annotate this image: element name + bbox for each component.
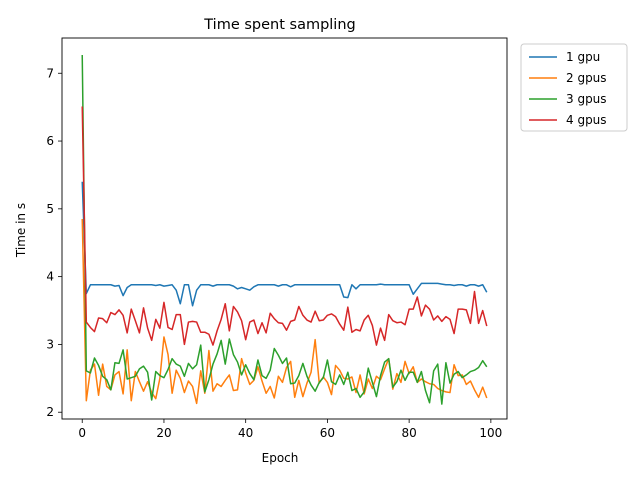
x-tick-label: 100 (479, 426, 502, 440)
plot-frame (61, 37, 508, 420)
legend-entry: 4 gpus (566, 113, 607, 127)
x-tick-label: 20 (156, 426, 171, 440)
x-tick-label: 80 (401, 426, 416, 440)
chart-title: Time spent sampling (203, 17, 355, 33)
series-line-4 (81, 106, 488, 346)
legend-box (520, 43, 628, 132)
y-tick-label: 5 (46, 202, 54, 216)
series-line-1 (81, 181, 488, 307)
legend-entry: 2 gpus (566, 71, 607, 85)
legend-entry: 3 gpus (566, 92, 607, 106)
legend-entry: 1 gpu (566, 50, 600, 64)
y-axis-label: Time in s (14, 203, 28, 258)
x-tick-label: 60 (320, 426, 335, 440)
y-tick-label: 4 (46, 270, 54, 284)
x-axis-label: Epoch (262, 451, 299, 465)
series-line-3 (81, 54, 488, 405)
legend: 1 gpu 2 gpus 3 gpus 4 gpus (520, 43, 628, 132)
y-tick-label: 6 (46, 134, 54, 148)
plot-area (81, 54, 488, 405)
y-tick-label: 3 (46, 337, 54, 351)
x-tick-label: 0 (78, 426, 86, 440)
y-tick-label: 7 (46, 66, 54, 80)
y-tick-label: 2 (46, 405, 54, 419)
x-tick-label: 40 (238, 426, 253, 440)
